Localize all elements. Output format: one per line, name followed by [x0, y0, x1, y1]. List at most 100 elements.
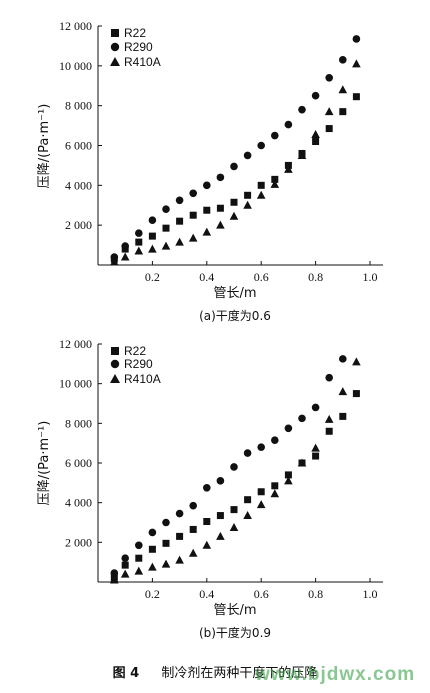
x-tick-label: 1.0 — [363, 587, 378, 601]
point-r410a — [110, 575, 119, 584]
point-r22 — [271, 175, 279, 183]
x-axis-title: 管长/m — [213, 286, 256, 301]
point-r410a — [338, 85, 348, 94]
point-r22 — [148, 232, 156, 240]
point-r410a — [161, 559, 171, 568]
point-r290 — [230, 162, 238, 171]
point-r22 — [135, 554, 143, 562]
y-axis-title: 压降/(Pa·m⁻¹) — [37, 421, 52, 506]
legend-marker-r410a — [110, 374, 120, 383]
chart-b: 0.2 0.4 0.6 0.8 1.0 2 000 4 000 6 000 8 000 10 0… — [37, 337, 383, 640]
point-r22 — [325, 427, 333, 435]
point-r22 — [257, 488, 265, 496]
point-r410a — [270, 489, 280, 498]
point-r290 — [311, 91, 320, 100]
point-r290 — [175, 196, 184, 205]
watermark: www.bjdwx.com — [254, 664, 415, 685]
point-r290 — [284, 424, 293, 433]
data-marks — [110, 355, 361, 584]
legend-label-r290: R290 — [124, 357, 153, 371]
point-r290 — [148, 216, 157, 224]
point-r410a — [202, 227, 212, 236]
point-r290 — [243, 151, 252, 160]
point-r410a — [161, 241, 171, 250]
point-r290 — [121, 242, 129, 250]
y-tick-label: 6 000 — [65, 456, 92, 470]
point-r410a — [338, 387, 348, 396]
point-r290 — [203, 181, 211, 190]
point-r290 — [311, 403, 320, 412]
point-r22 — [203, 206, 211, 214]
x-tick-label: 0.4 — [199, 587, 214, 601]
point-r22 — [148, 545, 156, 553]
point-r410a — [297, 150, 307, 159]
point-r22 — [162, 224, 170, 232]
y-tick-label: 2 000 — [65, 535, 92, 549]
point-r290 — [189, 189, 197, 198]
point-r410a — [175, 555, 184, 564]
point-r290 — [189, 501, 197, 510]
x-tick-label: 0.8 — [308, 270, 323, 284]
point-r410a — [110, 257, 119, 266]
point-r290 — [135, 541, 143, 550]
point-r410a — [188, 548, 198, 557]
point-r410a — [134, 566, 144, 575]
y-tick-label: 10 000 — [59, 59, 92, 73]
point-r290 — [110, 253, 119, 261]
x-ticks: 0.2 0.4 0.6 0.8 1.0 — [145, 578, 378, 601]
point-r410a — [148, 562, 157, 571]
point-r290 — [284, 120, 293, 129]
point-r22 — [189, 525, 197, 533]
point-r290 — [298, 414, 306, 423]
figure-number: 图 4 — [113, 666, 140, 681]
point-r22 — [339, 108, 347, 116]
point-r290 — [325, 373, 334, 382]
point-r22 — [325, 125, 333, 133]
point-r410a — [256, 500, 266, 509]
x-tick-label: 1.0 — [363, 270, 378, 284]
y-tick-label: 12 000 — [59, 19, 92, 33]
point-r410a — [297, 458, 307, 467]
y-axis-title: 压降/(Pa·m⁻¹) — [37, 104, 52, 189]
legend-marker-r22 — [111, 347, 119, 355]
legend-label-r410a: R410A — [124, 372, 161, 386]
point-r290 — [298, 105, 306, 114]
y-tick-label: 10 000 — [59, 377, 92, 391]
data-marks — [110, 35, 361, 266]
point-r22 — [230, 198, 238, 206]
point-r290 — [325, 73, 334, 82]
point-r290 — [339, 56, 347, 64]
point-r290 — [257, 141, 266, 150]
point-r410a — [284, 476, 293, 485]
point-r290 — [148, 528, 157, 537]
point-r290 — [243, 449, 252, 457]
point-r290 — [216, 477, 225, 485]
figure-caption: 图 4 制冷剂在两种干度下的压降 — [113, 665, 318, 681]
x-tick-label: 0.2 — [145, 587, 160, 601]
legend-marker-r290 — [110, 42, 120, 52]
point-r410a — [256, 190, 266, 199]
point-r410a — [134, 246, 144, 255]
point-r22 — [257, 181, 265, 189]
x-tick-label: 0.6 — [254, 587, 269, 601]
point-r290 — [135, 229, 143, 237]
point-r22 — [312, 138, 320, 146]
point-r410a — [148, 244, 157, 253]
point-r410a — [120, 252, 130, 261]
x-tick-label: 0.2 — [145, 270, 160, 284]
point-r22 — [203, 518, 211, 526]
chart-caption: (a)干度为0.6 — [199, 308, 271, 323]
y-tick-label: 4 000 — [65, 496, 92, 510]
point-r290 — [216, 173, 225, 182]
point-r22 — [121, 561, 129, 569]
svg-text:www.bjdwx.com: www.bjdwx.com — [254, 664, 415, 685]
point-r22 — [176, 532, 184, 540]
y-tick-label: 8 000 — [65, 416, 92, 430]
point-r22 — [284, 471, 292, 479]
point-r290 — [271, 131, 279, 140]
point-r410a — [202, 540, 212, 549]
y-ticks: 2 000 4 000 6 000 8 000 10 000 12 000 — [59, 337, 102, 549]
point-r290 — [162, 205, 170, 214]
legend-marker-r410a — [110, 57, 120, 66]
